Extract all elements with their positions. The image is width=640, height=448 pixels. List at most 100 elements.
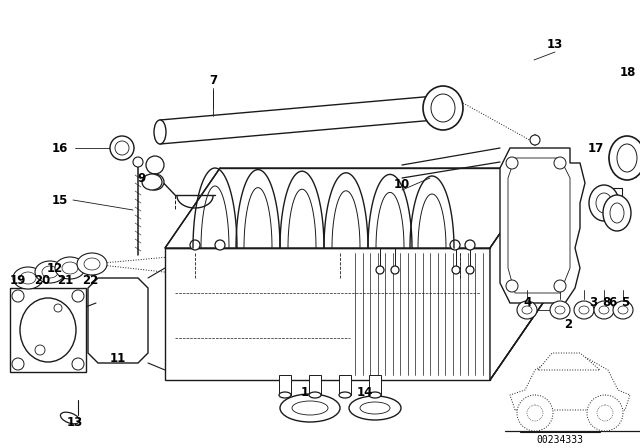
Bar — [339, 375, 351, 395]
Text: 2: 2 — [564, 319, 572, 332]
Ellipse shape — [55, 257, 85, 279]
Ellipse shape — [554, 157, 566, 169]
Ellipse shape — [35, 345, 45, 355]
Ellipse shape — [589, 185, 619, 221]
Polygon shape — [165, 168, 545, 248]
Text: 8: 8 — [602, 296, 610, 309]
Ellipse shape — [550, 301, 570, 319]
Polygon shape — [508, 158, 570, 293]
Polygon shape — [538, 353, 600, 370]
Ellipse shape — [42, 266, 58, 278]
Text: 15: 15 — [52, 194, 68, 207]
Ellipse shape — [84, 258, 100, 270]
Ellipse shape — [54, 304, 62, 312]
Ellipse shape — [77, 253, 107, 275]
Ellipse shape — [597, 405, 613, 421]
Text: 4: 4 — [524, 296, 532, 309]
Ellipse shape — [599, 306, 609, 314]
Ellipse shape — [450, 240, 460, 250]
Text: 7: 7 — [209, 73, 217, 86]
Ellipse shape — [609, 136, 640, 180]
Polygon shape — [500, 148, 585, 303]
Ellipse shape — [369, 392, 381, 398]
Text: 19: 19 — [10, 273, 26, 287]
Ellipse shape — [613, 301, 633, 319]
Ellipse shape — [579, 306, 589, 314]
Ellipse shape — [376, 266, 384, 274]
Ellipse shape — [154, 120, 166, 144]
Ellipse shape — [431, 94, 455, 122]
Text: 16: 16 — [52, 142, 68, 155]
Ellipse shape — [506, 157, 518, 169]
Text: 6: 6 — [608, 296, 616, 309]
Text: 17: 17 — [588, 142, 604, 155]
Bar — [369, 375, 381, 395]
Text: 9: 9 — [138, 172, 146, 185]
Ellipse shape — [279, 392, 291, 398]
Ellipse shape — [12, 290, 24, 302]
Ellipse shape — [20, 272, 36, 284]
Ellipse shape — [610, 203, 624, 223]
Text: 1: 1 — [301, 387, 309, 400]
Ellipse shape — [13, 267, 43, 289]
Ellipse shape — [506, 280, 518, 292]
Polygon shape — [10, 288, 86, 372]
Ellipse shape — [466, 266, 474, 274]
Ellipse shape — [555, 306, 565, 314]
Ellipse shape — [133, 157, 143, 167]
Ellipse shape — [146, 174, 164, 190]
Ellipse shape — [423, 86, 463, 130]
Ellipse shape — [452, 266, 460, 274]
Ellipse shape — [62, 262, 78, 274]
Ellipse shape — [574, 301, 594, 319]
Ellipse shape — [190, 240, 200, 250]
Ellipse shape — [72, 290, 84, 302]
Ellipse shape — [339, 392, 351, 398]
Polygon shape — [88, 278, 148, 363]
Ellipse shape — [309, 392, 321, 398]
Ellipse shape — [465, 240, 475, 250]
Text: 00234333: 00234333 — [536, 435, 584, 445]
Ellipse shape — [527, 405, 543, 421]
Text: 20: 20 — [34, 273, 50, 287]
Text: 13: 13 — [547, 38, 563, 51]
Ellipse shape — [517, 301, 537, 319]
Ellipse shape — [596, 193, 612, 213]
Ellipse shape — [517, 395, 553, 431]
Text: 14: 14 — [357, 387, 373, 400]
Ellipse shape — [530, 135, 540, 145]
Ellipse shape — [618, 306, 628, 314]
Ellipse shape — [280, 394, 340, 422]
Ellipse shape — [20, 298, 76, 362]
Ellipse shape — [587, 395, 623, 431]
Ellipse shape — [142, 174, 162, 190]
Ellipse shape — [115, 141, 129, 155]
Text: 18: 18 — [620, 65, 636, 78]
Text: 11: 11 — [110, 352, 126, 365]
Ellipse shape — [60, 412, 79, 424]
Ellipse shape — [12, 358, 24, 370]
Ellipse shape — [292, 401, 328, 415]
Ellipse shape — [72, 358, 84, 370]
Ellipse shape — [603, 195, 631, 231]
Text: 22: 22 — [82, 273, 98, 287]
Ellipse shape — [522, 306, 532, 314]
Polygon shape — [510, 357, 630, 410]
Bar — [309, 375, 321, 395]
Ellipse shape — [391, 266, 399, 274]
Text: 10: 10 — [394, 178, 410, 191]
Ellipse shape — [594, 301, 614, 319]
Text: 3: 3 — [589, 296, 597, 309]
Text: 13: 13 — [67, 415, 83, 428]
Ellipse shape — [215, 240, 225, 250]
Ellipse shape — [110, 136, 134, 160]
Ellipse shape — [146, 156, 164, 174]
Text: 21: 21 — [57, 273, 73, 287]
Bar — [279, 375, 291, 395]
Ellipse shape — [349, 396, 401, 420]
Text: 12: 12 — [47, 262, 63, 275]
Ellipse shape — [554, 280, 566, 292]
Ellipse shape — [360, 402, 390, 414]
Polygon shape — [165, 248, 490, 380]
Ellipse shape — [35, 261, 65, 283]
